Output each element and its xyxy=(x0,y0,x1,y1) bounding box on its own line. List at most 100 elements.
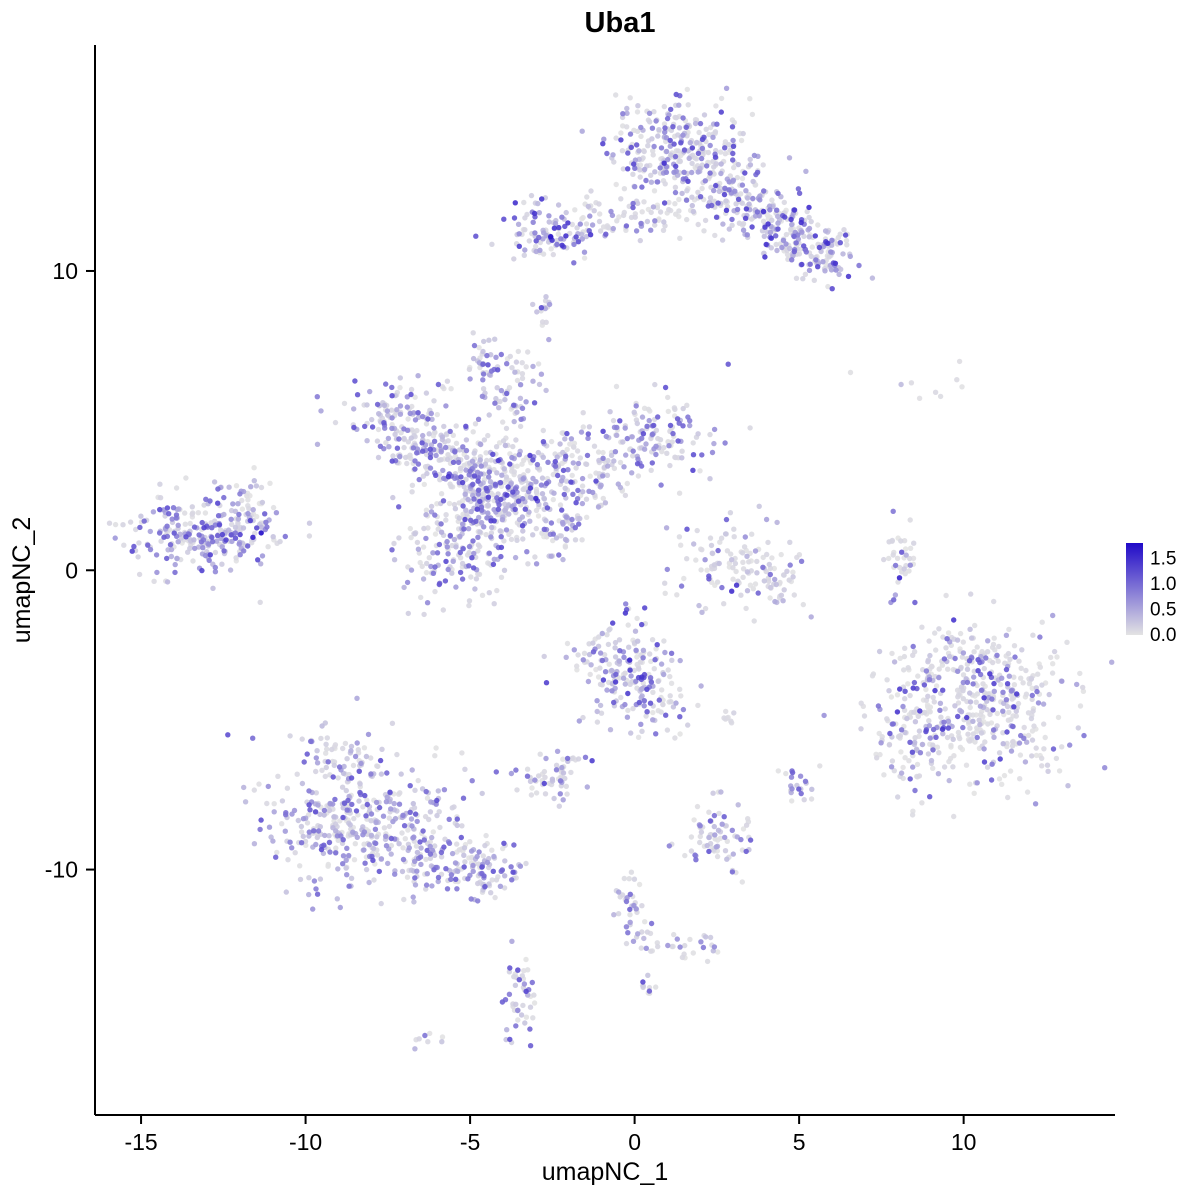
data-point xyxy=(513,359,520,365)
data-point xyxy=(894,555,901,561)
data-point xyxy=(713,844,719,850)
data-point xyxy=(554,241,560,248)
data-point xyxy=(696,602,702,609)
data-point xyxy=(477,457,483,463)
data-point xyxy=(306,829,312,835)
data-point xyxy=(469,555,475,561)
data-point xyxy=(412,875,418,881)
data-point xyxy=(926,638,932,644)
data-point xyxy=(1040,701,1047,707)
data-point xyxy=(972,739,978,745)
data-point xyxy=(406,845,412,851)
data-point xyxy=(237,531,243,538)
data-point xyxy=(781,199,787,206)
data-point xyxy=(485,494,492,500)
data-point xyxy=(357,781,363,787)
data-point xyxy=(368,771,374,777)
data-point xyxy=(945,725,952,731)
data-point xyxy=(639,903,645,909)
data-point xyxy=(760,564,766,570)
data-point xyxy=(671,931,677,938)
data-point xyxy=(767,229,774,236)
data-point xyxy=(787,539,793,545)
data-point xyxy=(522,1020,528,1026)
data-point xyxy=(454,886,460,892)
data-point xyxy=(428,410,434,417)
data-point xyxy=(667,673,673,680)
data-point xyxy=(891,659,898,665)
data-point xyxy=(470,330,476,336)
data-point xyxy=(740,574,746,580)
data-point xyxy=(389,384,395,391)
data-point xyxy=(636,881,643,888)
data-point xyxy=(517,395,524,401)
data-point xyxy=(655,133,661,139)
data-point xyxy=(516,452,522,458)
data-point xyxy=(400,812,406,818)
data-point xyxy=(955,713,961,720)
data-point xyxy=(799,229,805,235)
data-point xyxy=(927,709,933,715)
data-point xyxy=(516,977,522,983)
data-point xyxy=(632,628,639,634)
data-point xyxy=(212,569,219,575)
data-point xyxy=(948,742,954,749)
data-point xyxy=(446,816,452,822)
data-point xyxy=(344,872,350,878)
data-point xyxy=(930,726,937,733)
data-point xyxy=(579,236,585,242)
data-point xyxy=(415,410,421,416)
data-point xyxy=(352,841,358,847)
data-point xyxy=(779,244,785,251)
data-point xyxy=(412,787,418,793)
data-point xyxy=(527,1026,533,1032)
data-point xyxy=(511,842,517,848)
data-point xyxy=(410,894,416,900)
data-point xyxy=(1034,688,1040,695)
data-point xyxy=(266,824,273,830)
data-point xyxy=(710,790,716,796)
data-point xyxy=(236,511,242,518)
data-point xyxy=(686,155,692,162)
data-point xyxy=(971,790,977,796)
data-point xyxy=(384,770,390,776)
data-point xyxy=(470,481,476,487)
data-point xyxy=(971,674,977,680)
data-point xyxy=(725,361,731,367)
data-point xyxy=(1028,715,1035,722)
data-point xyxy=(888,764,895,770)
data-point xyxy=(383,381,389,387)
data-point xyxy=(767,595,773,601)
data-point xyxy=(515,1017,521,1023)
data-point xyxy=(650,709,656,716)
data-point xyxy=(351,815,357,822)
data-point xyxy=(390,494,396,501)
data-point xyxy=(970,718,976,724)
data-point xyxy=(433,472,439,478)
data-point xyxy=(914,761,921,768)
data-point xyxy=(502,442,509,449)
data-point xyxy=(628,869,635,875)
data-point xyxy=(546,213,552,219)
data-point xyxy=(448,876,454,883)
data-point xyxy=(408,435,414,441)
data-point xyxy=(704,842,710,849)
data-point xyxy=(699,136,706,143)
data-point xyxy=(906,568,912,574)
data-point xyxy=(214,532,221,539)
data-point xyxy=(639,209,645,215)
data-point xyxy=(412,394,418,400)
data-point xyxy=(661,160,667,166)
data-point xyxy=(506,991,513,997)
data-point xyxy=(960,639,966,645)
data-point xyxy=(715,200,721,206)
data-point xyxy=(990,659,996,666)
data-point xyxy=(469,778,475,784)
data-point xyxy=(587,671,593,678)
data-point xyxy=(639,184,645,190)
data-point xyxy=(994,710,1000,717)
data-point xyxy=(743,188,749,194)
data-point xyxy=(294,771,300,777)
data-point xyxy=(468,508,474,515)
data-point xyxy=(789,798,795,804)
